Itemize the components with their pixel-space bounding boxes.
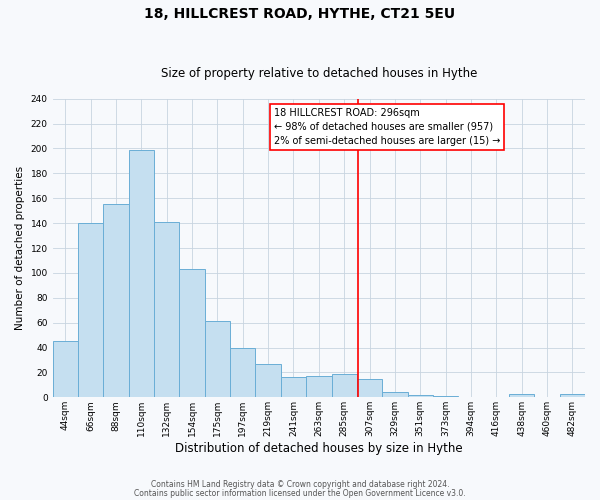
Bar bbox=[357, 378, 382, 398]
Bar bbox=[129, 150, 154, 398]
Bar bbox=[281, 378, 306, 398]
Bar bbox=[179, 269, 205, 398]
Bar bbox=[256, 364, 281, 398]
Bar bbox=[103, 204, 129, 398]
Bar bbox=[382, 392, 407, 398]
Bar bbox=[332, 374, 357, 398]
Y-axis label: Number of detached properties: Number of detached properties bbox=[15, 166, 25, 330]
Bar bbox=[560, 394, 585, 398]
Title: Size of property relative to detached houses in Hythe: Size of property relative to detached ho… bbox=[161, 66, 477, 80]
Text: Contains public sector information licensed under the Open Government Licence v3: Contains public sector information licen… bbox=[134, 488, 466, 498]
Bar bbox=[306, 376, 332, 398]
Bar bbox=[433, 396, 458, 398]
Text: 18 HILLCREST ROAD: 296sqm
← 98% of detached houses are smaller (957)
2% of semi-: 18 HILLCREST ROAD: 296sqm ← 98% of detac… bbox=[274, 108, 500, 146]
Bar bbox=[407, 395, 433, 398]
Bar bbox=[78, 223, 103, 398]
Text: 18, HILLCREST ROAD, HYTHE, CT21 5EU: 18, HILLCREST ROAD, HYTHE, CT21 5EU bbox=[145, 8, 455, 22]
Bar bbox=[53, 342, 78, 398]
X-axis label: Distribution of detached houses by size in Hythe: Distribution of detached houses by size … bbox=[175, 442, 463, 455]
Bar bbox=[205, 322, 230, 398]
Bar bbox=[154, 222, 179, 398]
Bar bbox=[509, 394, 535, 398]
Bar bbox=[230, 348, 256, 398]
Text: Contains HM Land Registry data © Crown copyright and database right 2024.: Contains HM Land Registry data © Crown c… bbox=[151, 480, 449, 489]
